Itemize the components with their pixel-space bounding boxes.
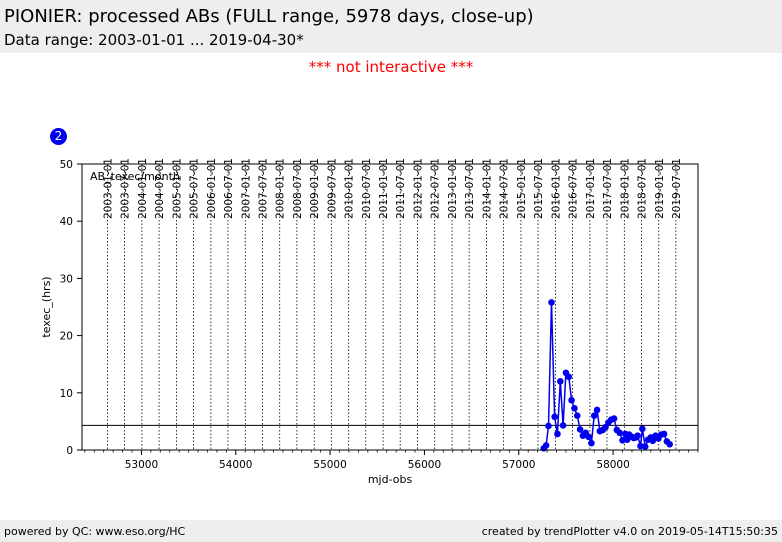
date-tick-label: 2007-01-01 <box>240 158 252 219</box>
plot-frame <box>81 163 699 451</box>
date-tick-label: 2003-07-01 <box>120 158 132 219</box>
axis-ticks: 53000 54000 55000 56000 57000 58000 0 10 20 30 40 5… <box>60 159 699 471</box>
data-point <box>593 406 601 414</box>
date-tick-label: 2005-07-01 <box>189 158 201 219</box>
date-tick-label: 2012-01-01 <box>413 158 425 219</box>
date-tick-label: 2003-01-01 <box>102 158 114 219</box>
date-tick-label: 2015-01-01 <box>516 158 528 219</box>
page-subtitle: Data range: 2003-01-01 ... 2019-04-30* <box>4 31 304 49</box>
date-tick-label: 2004-01-01 <box>137 158 149 219</box>
date-tick-label: 2009-07-01 <box>326 158 338 219</box>
date-tick-label: 2017-01-01 <box>585 158 597 219</box>
date-tick-label: 2016-07-01 <box>568 158 580 219</box>
x-axis-label: mjd-obs <box>368 473 413 486</box>
date-tick-label: 2013-07-01 <box>464 158 476 219</box>
date-tick-label: 2015-07-01 <box>533 158 545 219</box>
date-tick-labels: 2003-01-01 2003-07-01 2004-01-01 2004-07-01… <box>102 158 682 219</box>
y-tick-label: 50 <box>60 159 73 171</box>
data-point <box>641 443 649 450</box>
footer-powered-by: powered by QC: www.eso.org/HC <box>4 525 186 538</box>
chart-annotation: AB_texec/month <box>90 170 180 183</box>
data-point <box>542 442 550 449</box>
y-tick-label: 30 <box>60 273 73 285</box>
date-tick-label: 2004-07-01 <box>154 158 166 219</box>
data-point <box>660 430 668 438</box>
date-tick-label: 2010-07-01 <box>361 158 373 219</box>
data-point <box>590 412 598 419</box>
data-point <box>573 412 581 419</box>
data-point <box>588 439 595 447</box>
data-point <box>634 432 641 440</box>
data-point <box>548 299 555 306</box>
date-tick-label: 2011-01-01 <box>378 158 390 219</box>
plot-number-badge: 2 <box>50 128 67 145</box>
x-tick-label: 57000 <box>502 459 535 471</box>
data-point <box>666 440 673 448</box>
data-point <box>576 426 584 433</box>
footer-created-by: created by trendPlotter v4.0 on 2019-05-… <box>481 525 778 538</box>
data-point <box>565 373 573 381</box>
data-point <box>554 430 561 438</box>
data-point <box>585 433 592 441</box>
date-tick-label: 2007-07-01 <box>257 158 269 219</box>
data-point <box>571 404 578 412</box>
date-tick-label: 2009-01-01 <box>309 158 321 219</box>
date-tick-label: 2006-01-01 <box>206 158 218 219</box>
y-tick-label: 0 <box>66 445 73 457</box>
data-point <box>616 429 624 437</box>
not-interactive-notice: *** not interactive *** <box>308 58 474 76</box>
page-title: PIONIER: processed ABs (FULL range, 5978… <box>4 6 534 27</box>
x-tick-label: 56000 <box>408 459 441 471</box>
date-grid-lines <box>107 164 677 450</box>
date-tick-label: 2014-07-01 <box>499 158 511 219</box>
date-tick-label: 2018-07-01 <box>636 158 648 219</box>
y-tick-label: 20 <box>60 331 73 343</box>
date-tick-label: 2017-07-01 <box>602 158 614 219</box>
x-tick-label: 54000 <box>219 459 252 471</box>
date-tick-label: 2010-01-01 <box>344 158 356 219</box>
date-tick-label: 2018-01-01 <box>619 158 631 219</box>
x-tick-label: 53000 <box>125 459 158 471</box>
header-bar: PIONIER: processed ABs (FULL range, 5978… <box>0 0 782 53</box>
y-tick-label: 10 <box>60 388 73 400</box>
date-tick-label: 2012-07-01 <box>430 158 442 219</box>
x-tick-label: 55000 <box>313 459 346 471</box>
date-tick-label: 2016-01-01 <box>550 158 562 219</box>
y-tick-label: 40 <box>60 216 73 228</box>
date-tick-label: 2008-01-01 <box>275 158 287 219</box>
x-tick-label: 58000 <box>596 459 629 471</box>
data-point <box>559 422 567 429</box>
date-tick-label: 2011-07-01 <box>395 158 407 219</box>
data-point <box>649 437 657 445</box>
date-tick-label: 2013-01-01 <box>447 158 459 219</box>
date-tick-label: 2019-01-01 <box>654 158 666 219</box>
date-tick-label: 2019-07-01 <box>671 158 683 219</box>
date-tick-label: 2008-07-01 <box>292 158 304 219</box>
footer-bar: powered by QC: www.eso.org/HC created by… <box>0 520 782 542</box>
date-tick-label: 2006-07-01 <box>223 158 235 219</box>
data-point <box>610 415 618 422</box>
data-point <box>545 422 552 430</box>
date-tick-label: 2014-01-01 <box>482 158 494 219</box>
date-tick-label: 2005-01-01 <box>171 158 183 219</box>
data-point <box>556 378 564 385</box>
data-point <box>568 396 575 404</box>
data-point <box>639 425 646 433</box>
y-axis-label: texec_(hrs) <box>40 276 53 337</box>
data-point <box>551 413 558 421</box>
